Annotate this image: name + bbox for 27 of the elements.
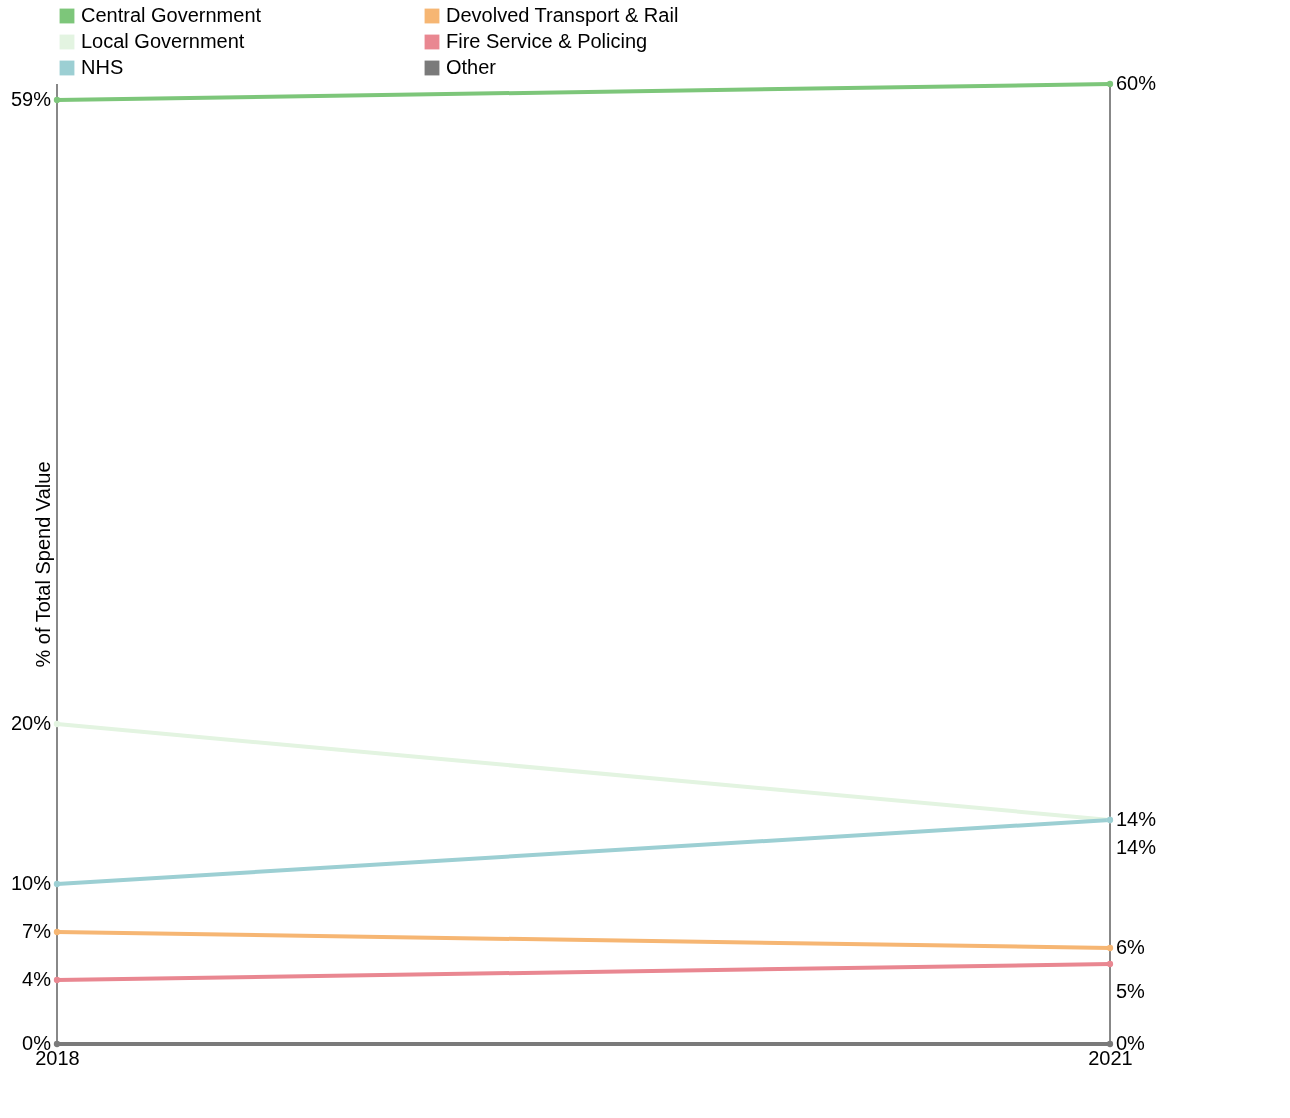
point — [1106, 960, 1114, 968]
data-label: 20% — [10, 712, 52, 734]
data-label: 14% — [1116, 808, 1157, 830]
point — [53, 96, 61, 104]
point — [53, 976, 61, 984]
legend-label: Local Government — [81, 30, 245, 52]
legend-label: Other — [446, 56, 497, 78]
legend-label: Devolved Transport & Rail — [446, 4, 679, 26]
data-label: 6% — [1116, 936, 1146, 958]
point — [53, 880, 61, 888]
data-label: 60% — [1116, 72, 1157, 94]
point — [1106, 944, 1114, 952]
data-label: 4% — [22, 968, 52, 990]
point — [53, 1040, 61, 1048]
data-label: 10% — [10, 872, 52, 894]
y-axis-title: % of Total Spend Value — [31, 461, 54, 668]
point — [53, 928, 61, 936]
data-label: 59% — [10, 88, 52, 110]
data-label: 5% — [1116, 980, 1146, 1002]
point — [53, 720, 61, 728]
point — [1106, 1040, 1114, 1048]
data-label: 14% — [1116, 836, 1157, 858]
point — [1106, 80, 1114, 88]
legend-label: Central Government — [81, 4, 262, 26]
data-label: 7% — [22, 920, 52, 942]
legend-label: Fire Service & Policing — [446, 30, 648, 52]
legend-label: NHS — [81, 56, 124, 78]
